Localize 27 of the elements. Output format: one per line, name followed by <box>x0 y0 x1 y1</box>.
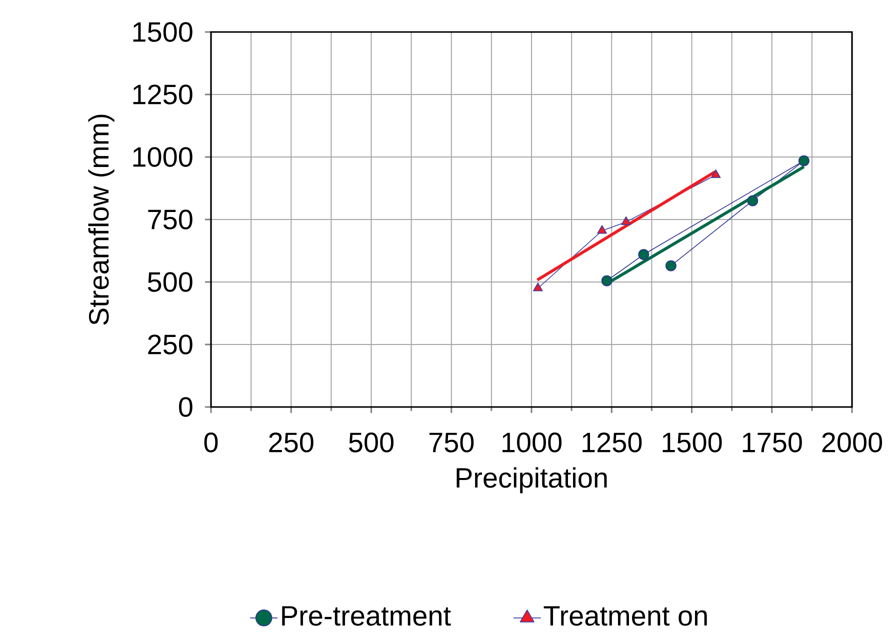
y-tick-label: 0 <box>178 397 192 417</box>
legend-label: Treatment on <box>544 606 707 626</box>
x-tick-label: 500 <box>349 432 394 452</box>
point <box>638 249 650 260</box>
x-tick-label: 750 <box>429 432 474 452</box>
y-tick-label: 750 <box>148 210 192 230</box>
y-tick-label: 1500 <box>133 22 192 42</box>
point <box>798 155 810 166</box>
point <box>747 195 758 206</box>
x-tick-label: 1000 <box>502 432 562 452</box>
point <box>711 170 721 178</box>
point <box>533 282 543 292</box>
y-tick-label: 250 <box>148 334 192 354</box>
point <box>666 260 676 272</box>
x-tick-label: 1750 <box>742 432 802 452</box>
y-tick-label: 500 <box>148 272 192 292</box>
y-axis-title: Streamflow (mm) <box>88 114 114 325</box>
x-tick-label: 1500 <box>662 432 722 452</box>
x-tick-label: 2000 <box>822 432 882 452</box>
y-tick-label: 1250 <box>133 84 192 104</box>
x-tick-label: 1250 <box>582 432 642 452</box>
x-tick-label: 0 <box>204 432 218 452</box>
x-tick-label: 250 <box>269 432 314 452</box>
x-axis-title: Precipitation <box>456 467 607 494</box>
legend-label: Pre-treatment <box>282 606 451 626</box>
point <box>601 275 612 286</box>
y-tick-label: 1000 <box>133 147 192 167</box>
